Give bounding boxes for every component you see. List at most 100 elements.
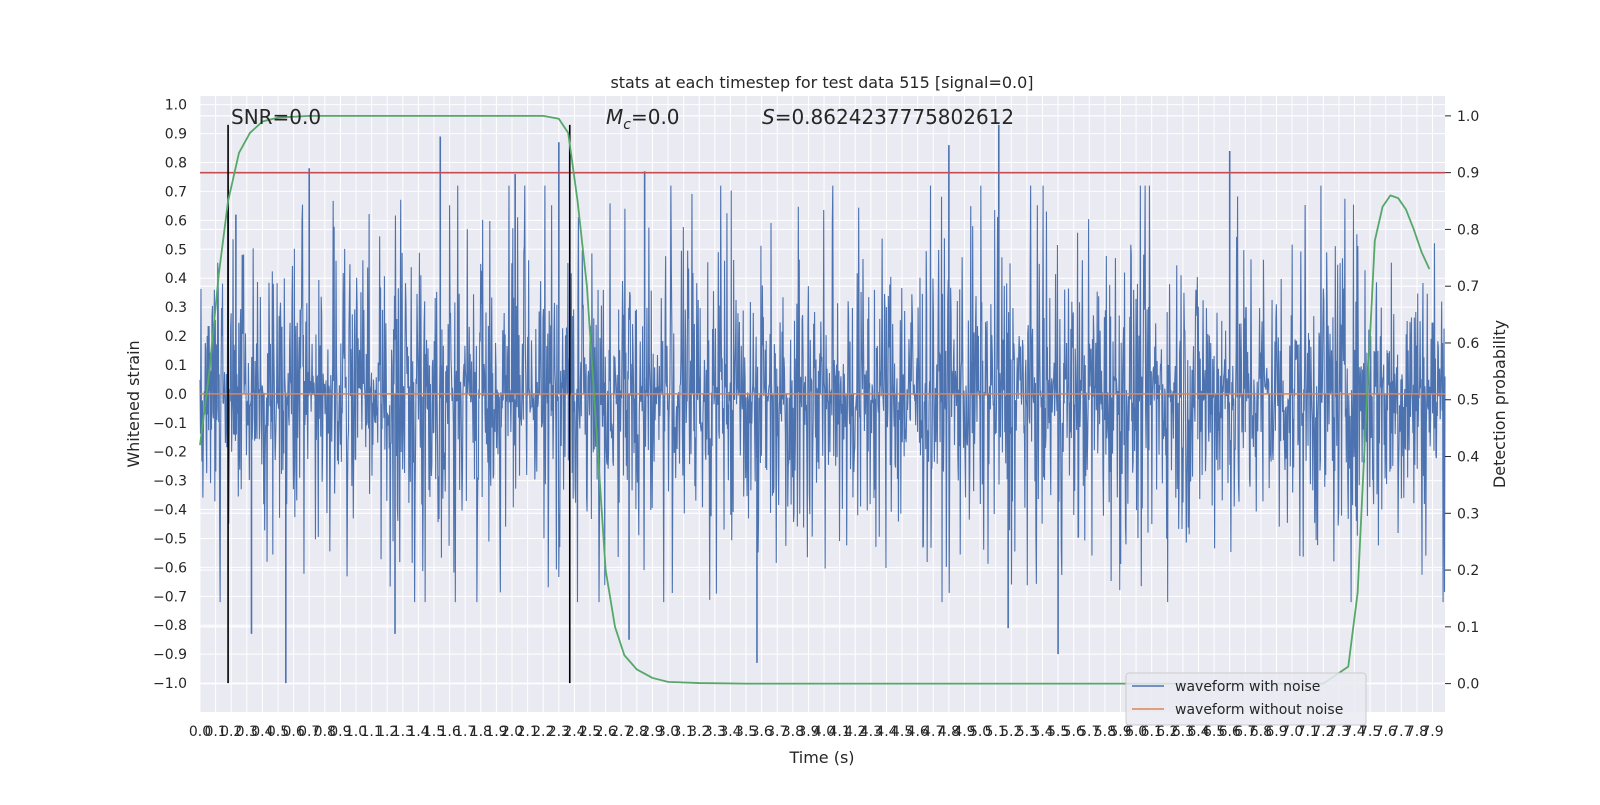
x-tick-label: 1.5 bbox=[423, 724, 445, 740]
detection-probability-line bbox=[199, 114, 1431, 685]
x-tick-label: 2.0 bbox=[501, 724, 523, 740]
x-tick-label: 2.9 bbox=[641, 724, 663, 740]
x-tick-label: 5.7 bbox=[1078, 724, 1100, 740]
snr-annotation: SNR=0.0 bbox=[231, 105, 321, 129]
x-tick-label: 3.4 bbox=[719, 724, 741, 740]
x-tick-label: 2.5 bbox=[579, 724, 601, 740]
y-tick-label: 1.0 bbox=[165, 98, 187, 114]
x-tick-label: 6.7 bbox=[1234, 724, 1256, 740]
waveform-with-noise-line bbox=[199, 185, 1446, 603]
x-tick-label: 1.4 bbox=[407, 724, 429, 740]
x-tick-label: 3.2 bbox=[688, 724, 710, 740]
x-tick-label: 6.9 bbox=[1265, 724, 1287, 740]
x-tick-label: 4.7 bbox=[922, 724, 944, 740]
x-tick-label: 5.9 bbox=[1109, 724, 1131, 740]
x-tick-label: 0.2 bbox=[220, 724, 242, 740]
x-tick-label: 6.5 bbox=[1203, 724, 1225, 740]
x-tick-label: 4.9 bbox=[953, 724, 975, 740]
x-tick-label: 1.2 bbox=[376, 724, 398, 740]
x-tick-label: 1.9 bbox=[485, 724, 507, 740]
y-tick-label: 0.1 bbox=[165, 358, 187, 374]
x-tick-label: 6.8 bbox=[1250, 724, 1272, 740]
x-tick-label: 7.2 bbox=[1312, 724, 1334, 740]
x-tick-label: 3.5 bbox=[735, 724, 757, 740]
x-tick-label: 3.9 bbox=[797, 724, 819, 740]
y2-tick-label: 0.4 bbox=[1457, 450, 1479, 466]
x-tick-label: 2.6 bbox=[595, 724, 617, 740]
mc-symbol: M bbox=[606, 105, 623, 129]
s-symbol: S bbox=[762, 105, 775, 129]
x-tick-label: 0.6 bbox=[282, 724, 304, 740]
y2-tick-label: 0.3 bbox=[1457, 506, 1479, 522]
y-tick-label: 0.3 bbox=[165, 300, 187, 316]
y-tick-label: −0.3 bbox=[153, 474, 187, 490]
y-tick-label: 0.4 bbox=[165, 271, 187, 287]
x-tick-label: 0.9 bbox=[329, 724, 351, 740]
y-axis-label: Whitened strain bbox=[124, 340, 143, 467]
x-tick-label: 3.0 bbox=[657, 724, 679, 740]
y-tick-label: −0.4 bbox=[153, 503, 187, 519]
legend-label-waveform-with-noise: waveform with noise bbox=[1175, 679, 1320, 695]
chart-title: stats at each timestep for test data 515… bbox=[610, 73, 1033, 92]
x-tick-label: 4.5 bbox=[891, 724, 913, 740]
legend-box bbox=[1125, 672, 1367, 726]
y-tick-label: −0.1 bbox=[153, 416, 187, 432]
legend: waveform with noise waveform without noi… bbox=[1125, 672, 1367, 726]
y2-tick-label: 0.7 bbox=[1457, 279, 1479, 295]
x-tick-label: 0.8 bbox=[314, 724, 336, 740]
x-tick-label: 0.7 bbox=[298, 724, 320, 740]
x-tick-label: 7.5 bbox=[1359, 724, 1381, 740]
x-tick-label: 7.8 bbox=[1406, 724, 1428, 740]
y-tick-label: 0.8 bbox=[165, 156, 187, 172]
x-tick-label: 6.1 bbox=[1141, 724, 1163, 740]
y-tick-label: 0.7 bbox=[165, 184, 187, 200]
x-tick-label: 1.8 bbox=[470, 724, 492, 740]
y-tick-label: −0.5 bbox=[153, 531, 187, 547]
y-tick-label: 0.6 bbox=[165, 213, 187, 229]
x-tick-label: 5.0 bbox=[969, 724, 991, 740]
x-tick-label: 4.8 bbox=[938, 724, 960, 740]
x-tick-label: 4.6 bbox=[907, 724, 929, 740]
x-tick-label: 3.8 bbox=[782, 724, 804, 740]
x-tick-label: 4.1 bbox=[829, 724, 851, 740]
x-tick-label: 3.1 bbox=[673, 724, 695, 740]
y2-tick-label: 0.5 bbox=[1457, 393, 1479, 409]
y2-tick-label: 0.2 bbox=[1457, 563, 1479, 579]
y-tick-label: −0.8 bbox=[153, 618, 187, 634]
x-tick-label: 6.2 bbox=[1156, 724, 1178, 740]
y2-tick-label: 1.0 bbox=[1457, 109, 1479, 125]
y2-tick-label: 0.6 bbox=[1457, 336, 1479, 352]
y-tick-label: −0.7 bbox=[153, 589, 187, 605]
mc-value: =0.0 bbox=[631, 105, 680, 129]
x-tick-label: 2.2 bbox=[532, 724, 554, 740]
y-tick-label: −0.6 bbox=[153, 560, 187, 576]
x-tick-label: 7.6 bbox=[1375, 724, 1397, 740]
x-tick-label: 1.7 bbox=[454, 724, 476, 740]
x-tick-label: 7.1 bbox=[1297, 724, 1319, 740]
y-tick-label: 0.9 bbox=[165, 127, 187, 143]
x-tick-label: 7.4 bbox=[1343, 724, 1365, 740]
x-tick-label: 5.2 bbox=[1000, 724, 1022, 740]
x-tick-label: 0.1 bbox=[204, 724, 226, 740]
y-tick-label: −0.9 bbox=[153, 647, 187, 663]
x-tick-label: 7.3 bbox=[1328, 724, 1350, 740]
x-tick-label: 7.0 bbox=[1281, 724, 1303, 740]
x-tick-label: 6.6 bbox=[1219, 724, 1241, 740]
y2-tick-label: 0.0 bbox=[1457, 677, 1479, 693]
x-tick-label: 3.6 bbox=[751, 724, 773, 740]
x-tick-label: 0.3 bbox=[236, 724, 258, 740]
y2-tick-label: 0.8 bbox=[1457, 222, 1479, 238]
x-tick-label: 5.1 bbox=[985, 724, 1007, 740]
x-tick-label: 7.9 bbox=[1421, 724, 1443, 740]
x-tick-label: 5.8 bbox=[1094, 724, 1116, 740]
x-tick-label: 2.1 bbox=[516, 724, 538, 740]
x-tick-label: 5.6 bbox=[1063, 724, 1085, 740]
y-tick-label: −0.2 bbox=[153, 445, 187, 461]
x-tick-label: 2.3 bbox=[548, 724, 570, 740]
x-tick-label: 7.7 bbox=[1390, 724, 1412, 740]
y2-axis-label: Detection probability bbox=[1490, 320, 1509, 488]
x-tick-label: 6.4 bbox=[1187, 724, 1209, 740]
legend-label-waveform-without-noise: waveform without noise bbox=[1175, 702, 1343, 718]
